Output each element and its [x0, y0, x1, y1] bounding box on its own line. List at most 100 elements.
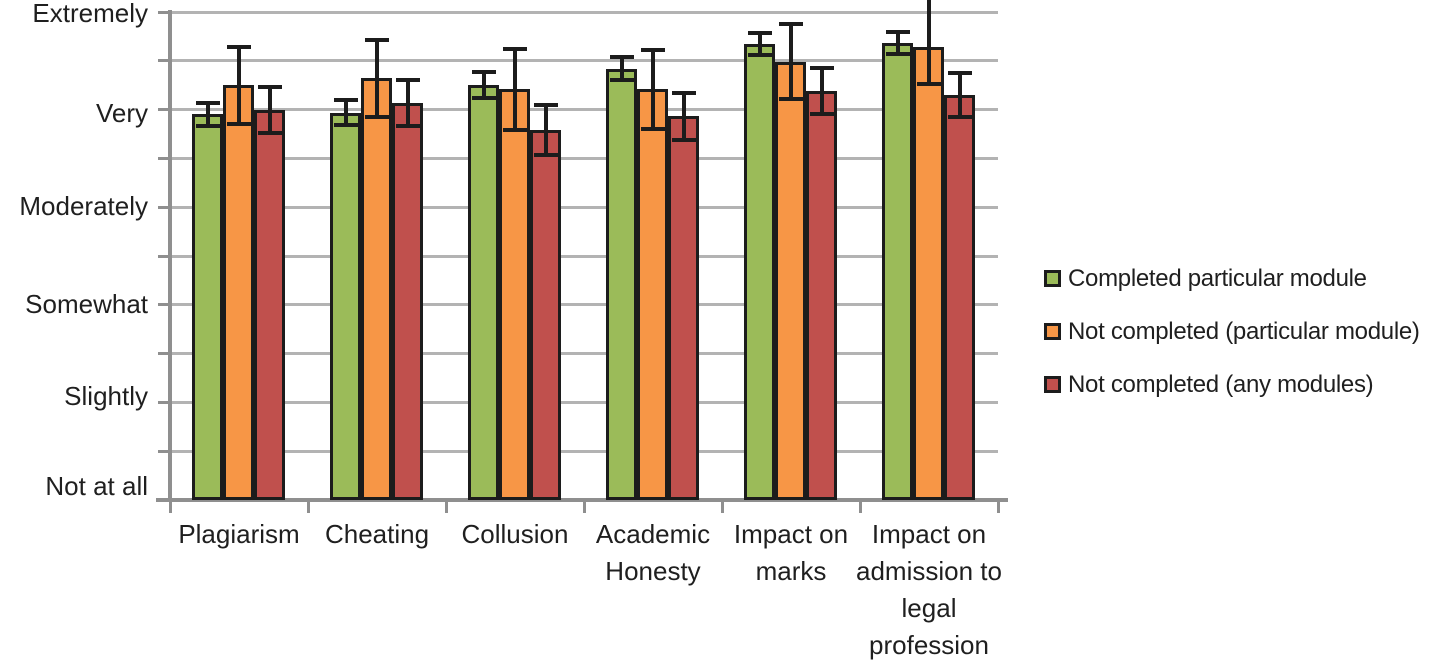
error-bar-cap-bottom	[640, 126, 665, 131]
bar-not-completed-any-modules--impact-on	[806, 91, 837, 500]
error-bar-cap-bottom	[333, 122, 358, 127]
gridline	[170, 108, 998, 112]
error-bar-line	[757, 32, 762, 56]
error-bar-line	[619, 56, 624, 81]
x-axis-label-impact-on: Impact on marks	[733, 519, 849, 586]
bar-not-completed-particular-module--impact-on	[775, 61, 806, 500]
y-axis-tick	[158, 108, 170, 112]
error-bar-cap-top	[885, 30, 910, 35]
x-axis-label-impact-on: Impact on admission to legal profession	[856, 519, 1002, 660]
error-bar-cap-bottom	[257, 130, 282, 135]
error-bar-line	[405, 79, 410, 127]
legend-swatch-orange	[1044, 323, 1061, 340]
y-axis-tick	[158, 205, 170, 209]
y-axis-label-slightly: Slightly	[64, 381, 148, 412]
x-axis-label-cheating: Cheating	[324, 519, 430, 549]
error-bar-cap-top	[533, 103, 558, 108]
legend-label: Completed particular module	[1068, 264, 1367, 292]
bar-not-completed-any-modules--impact-on	[944, 94, 975, 500]
bar-not-completed-particular-module--impact-on	[913, 47, 944, 500]
error-bar-cap-bottom	[471, 96, 496, 101]
error-bar-cap-top	[257, 84, 282, 89]
error-bar-cap-top	[609, 55, 634, 60]
x-axis-label-plagiarism: Plagiarism	[178, 519, 300, 549]
x-axis-line	[156, 497, 1008, 502]
gridline	[170, 10, 998, 14]
error-bar-line	[343, 99, 348, 126]
error-bar-cap-bottom	[671, 138, 696, 143]
error-bar-cap-top	[809, 66, 834, 71]
legend-label: Not completed (particular module)	[1068, 317, 1420, 345]
gridline	[170, 449, 998, 453]
bar-not-completed-any-modules--cheating	[392, 102, 423, 500]
error-bar-line	[543, 104, 548, 156]
y-axis-label-moderately: Moderately	[19, 191, 148, 222]
y-axis-label-not-at-all: Not at all	[45, 471, 148, 501]
bar-not-completed-particular-module--collusion	[499, 89, 530, 500]
bar-not-completed-particular-module--academic	[637, 89, 668, 500]
error-bar-line	[205, 102, 210, 127]
error-bar-line	[236, 46, 241, 125]
y-axis-label-very: Very	[95, 97, 148, 128]
error-bar-cap-top	[226, 44, 251, 49]
error-bar-line	[895, 31, 900, 55]
legend-swatch-green	[1044, 270, 1061, 287]
x-axis-tick	[168, 497, 172, 513]
bar-completed-particular-module-academic	[606, 68, 637, 500]
error-bar-cap-bottom	[364, 114, 389, 119]
error-bar-cap-bottom	[916, 81, 941, 86]
gridline	[170, 254, 998, 258]
x-axis-tick	[444, 497, 448, 513]
error-bar-line	[374, 39, 379, 118]
legend-item-completed-particular-module: Completed particular module	[1044, 265, 1420, 292]
y-axis-tick	[158, 156, 170, 160]
gridline	[170, 400, 998, 404]
error-bar-cap-bottom	[778, 97, 803, 102]
x-axis-label-academic: Academic Honesty	[595, 519, 711, 586]
error-bar-cap-top	[364, 37, 389, 42]
legend-item-not-completed-any-modules: Not completed (any modules)	[1044, 371, 1420, 398]
error-bar-line	[788, 23, 793, 100]
error-bar-cap-top	[333, 98, 358, 103]
error-bar-cap-top	[471, 70, 496, 75]
error-bar-line	[957, 72, 962, 118]
x-axis-tick	[306, 497, 310, 513]
gridline	[170, 352, 998, 356]
error-bar-line	[267, 86, 272, 134]
error-bar-cap-top	[195, 101, 220, 106]
error-bar-line	[481, 71, 486, 99]
legend-swatch-red	[1044, 376, 1061, 393]
bar-completed-particular-module-impact-on	[744, 44, 775, 500]
error-bar-cap-top	[640, 47, 665, 52]
legend: Completed particular module Not complete…	[1044, 265, 1420, 424]
x-axis-label-collusion: Collusion	[461, 519, 569, 549]
error-bar-cap-bottom	[226, 121, 251, 126]
error-bar-line	[650, 49, 655, 130]
error-bar-cap-bottom	[395, 123, 420, 128]
error-bar-cap-top	[747, 30, 772, 35]
x-axis-tick	[858, 497, 862, 513]
y-axis-tick	[158, 254, 170, 258]
error-bar-line	[512, 48, 517, 131]
error-bar-cap-bottom	[885, 52, 910, 57]
error-bar-cap-top	[395, 77, 420, 82]
error-bar-cap-top	[671, 90, 696, 95]
y-axis-tick	[158, 352, 170, 356]
bar-completed-particular-module-impact-on	[882, 43, 913, 500]
y-axis-tick	[158, 449, 170, 453]
x-axis-tick	[996, 497, 1000, 513]
bar-completed-particular-module-cheating	[330, 112, 361, 500]
gridline	[170, 59, 998, 63]
error-bar-cap-bottom	[533, 152, 558, 157]
bar-not-completed-any-modules--collusion	[530, 130, 561, 500]
error-bar-cap-bottom	[502, 127, 527, 132]
bar-not-completed-any-modules--academic	[668, 116, 699, 500]
y-axis-label-extremely: Extremely	[32, 0, 148, 28]
gridline	[170, 156, 998, 160]
error-bar-cap-top	[778, 22, 803, 27]
bar-not-completed-particular-module--plagiarism	[223, 85, 254, 500]
bar-completed-particular-module-collusion	[468, 85, 499, 500]
error-bar-cap-top	[502, 46, 527, 51]
gridline	[170, 303, 998, 307]
